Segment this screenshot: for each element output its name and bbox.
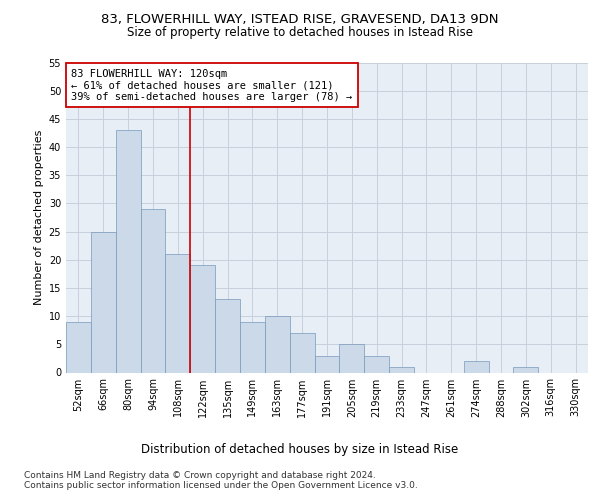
Bar <box>140 209 166 372</box>
Bar <box>116 130 140 372</box>
Bar <box>514 367 538 372</box>
Text: Distribution of detached houses by size in Istead Rise: Distribution of detached houses by size … <box>142 442 458 456</box>
Text: Contains public sector information licensed under the Open Government Licence v3: Contains public sector information licen… <box>24 481 418 490</box>
Bar <box>190 266 215 372</box>
Bar <box>340 344 364 372</box>
Bar <box>166 254 190 372</box>
Text: Contains HM Land Registry data © Crown copyright and database right 2024.: Contains HM Land Registry data © Crown c… <box>24 471 376 480</box>
Bar <box>91 232 116 372</box>
Bar <box>66 322 91 372</box>
Text: 83 FLOWERHILL WAY: 120sqm
← 61% of detached houses are smaller (121)
39% of semi: 83 FLOWERHILL WAY: 120sqm ← 61% of detac… <box>71 68 352 102</box>
Bar <box>364 356 389 372</box>
Y-axis label: Number of detached properties: Number of detached properties <box>34 130 44 305</box>
Bar <box>314 356 340 372</box>
Bar <box>290 333 314 372</box>
Bar <box>215 299 240 372</box>
Text: 83, FLOWERHILL WAY, ISTEAD RISE, GRAVESEND, DA13 9DN: 83, FLOWERHILL WAY, ISTEAD RISE, GRAVESE… <box>101 12 499 26</box>
Bar <box>389 367 414 372</box>
Bar <box>265 316 290 372</box>
Bar <box>464 361 488 372</box>
Text: Size of property relative to detached houses in Istead Rise: Size of property relative to detached ho… <box>127 26 473 39</box>
Bar <box>240 322 265 372</box>
